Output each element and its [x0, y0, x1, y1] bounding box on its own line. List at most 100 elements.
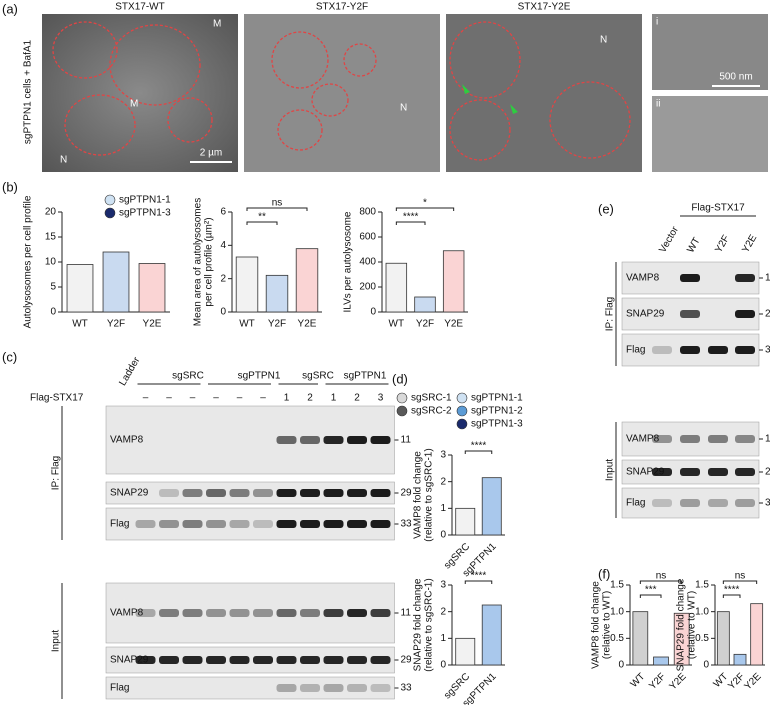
lane-label: – — [237, 393, 243, 404]
outline — [271, 31, 329, 89]
band — [135, 520, 156, 528]
band — [323, 684, 344, 692]
y-axis-label: per cell profile (µm²) — [204, 217, 215, 306]
band — [300, 520, 320, 528]
x-tick-label: Y2F — [416, 319, 434, 330]
band — [159, 656, 179, 664]
blot-strip — [105, 582, 395, 644]
band — [370, 436, 391, 444]
band — [206, 489, 226, 497]
significance-bracket — [722, 580, 758, 584]
band — [323, 489, 344, 497]
band — [206, 609, 226, 617]
significance-label: * — [423, 198, 427, 209]
band — [347, 489, 367, 497]
group-label: sgPTPN1 — [344, 371, 387, 382]
panel-label: (c) — [2, 349, 17, 364]
bar — [295, 248, 319, 313]
y-axis-label: (relative to sgSRC-1) — [424, 578, 435, 671]
significance-label: **** — [471, 441, 487, 452]
band — [135, 609, 156, 617]
y-tick-label: 1 — [440, 503, 446, 514]
micrograph — [446, 14, 642, 172]
legend-marker — [396, 405, 408, 417]
band — [652, 435, 672, 443]
blot-strip — [621, 487, 760, 519]
panel-label: (d) — [392, 371, 408, 386]
y-axis-label: (relative to WT) — [687, 591, 698, 659]
legend-label: sgPTPN1-1 — [471, 393, 523, 404]
mw-label: 33 — [401, 683, 413, 694]
band — [300, 656, 320, 664]
y-tick-label: 1 — [440, 633, 446, 644]
significance-bracket — [722, 594, 741, 598]
y-axis-label: VAMP8 fold change — [413, 451, 424, 539]
significance-bracket — [246, 207, 308, 211]
band — [300, 684, 320, 692]
band — [159, 489, 179, 497]
band — [708, 435, 728, 443]
band — [300, 489, 320, 497]
row-label: Flag — [110, 519, 129, 530]
bar — [66, 264, 94, 313]
marker: i — [656, 17, 658, 28]
y-axis-label: SNAP29 fold change — [676, 578, 687, 671]
lane-label: Ladder — [117, 355, 142, 388]
bar — [481, 604, 502, 666]
micrograph — [42, 14, 238, 172]
band — [347, 684, 367, 692]
outline — [109, 24, 201, 106]
band — [347, 436, 367, 444]
lane-label: Y2E — [740, 233, 759, 255]
row-label: Flag — [110, 683, 129, 694]
band — [276, 656, 297, 664]
band — [182, 656, 203, 664]
y-tick-label: 3 — [440, 580, 446, 591]
band — [276, 684, 297, 692]
y-tick-label: 200 — [359, 282, 376, 293]
image-title: STX17-Y2F — [316, 2, 368, 13]
y-tick-label: 800 — [359, 207, 376, 218]
bar — [455, 507, 476, 536]
band — [680, 435, 700, 443]
band — [182, 489, 203, 497]
row-label: SNAP29 — [626, 467, 665, 478]
lane-label: WT — [685, 236, 702, 255]
band — [680, 310, 700, 318]
row-label: VAMP8 — [110, 608, 144, 619]
band — [276, 520, 297, 528]
micrographs — [42, 14, 768, 172]
bar — [653, 656, 669, 666]
x-tick-label: Y2E — [668, 671, 689, 692]
y-tick-label: 0 — [618, 660, 624, 671]
band — [735, 499, 755, 507]
legend-marker — [104, 207, 116, 219]
row-label: Flag-STX17 — [30, 393, 84, 404]
blot-strip — [105, 507, 395, 541]
x-tick-label: Y2E — [444, 319, 463, 330]
mw-label: 33 — [765, 498, 770, 509]
outline — [449, 99, 511, 161]
scale-label: 2 µm — [200, 148, 222, 159]
bar — [102, 251, 130, 313]
arrows — [462, 84, 518, 114]
mw-label: 29 — [401, 488, 413, 499]
lane-label: 3 — [378, 393, 384, 404]
y-axis-label: ILVs per autolysosome — [343, 211, 354, 312]
significance-bracket — [464, 580, 493, 584]
band — [680, 499, 700, 507]
lane-label: 1 — [284, 393, 290, 404]
lane-label: 2 — [307, 393, 313, 404]
mw-label: 11 — [401, 608, 412, 619]
band — [735, 435, 755, 443]
y-tick-label: 1.0 — [695, 606, 709, 617]
mw-label: 11 — [765, 273, 770, 284]
y-tick-label: 0.5 — [695, 633, 709, 644]
bar — [414, 296, 436, 313]
y-tick-label: 600 — [359, 232, 376, 243]
row-label: SNAP29 — [626, 309, 665, 320]
band — [229, 489, 250, 497]
lane-label: Y2F — [713, 233, 732, 254]
band — [229, 656, 250, 664]
